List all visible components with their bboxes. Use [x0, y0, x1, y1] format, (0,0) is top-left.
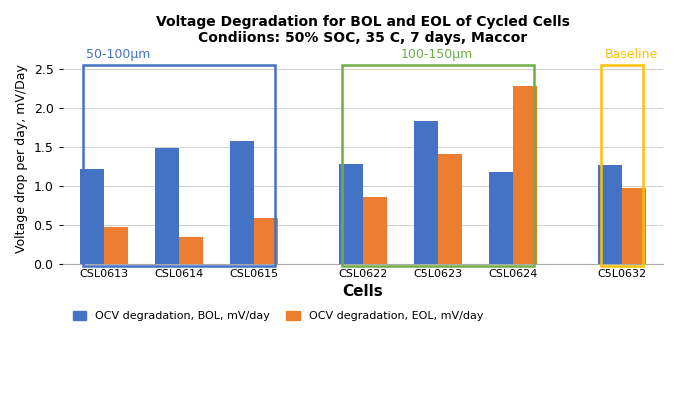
Bar [438, 154, 462, 264]
Bar [363, 197, 387, 264]
Text: 100-150μm: 100-150μm [401, 48, 473, 61]
Bar [179, 236, 203, 264]
Bar [414, 121, 438, 264]
Title: Voltage Degradation for BOL and EOL of Cycled Cells
Condiions: 50% SOC, 35 C, 7 : Voltage Degradation for BOL and EOL of C… [156, 15, 570, 45]
Bar [339, 164, 363, 264]
Bar [254, 218, 278, 264]
Legend: OCV degradation, BOL, mV/day, OCV degradation, EOL, mV/day: OCV degradation, BOL, mV/day, OCV degrad… [68, 307, 488, 326]
Text: 50-100μm: 50-100μm [86, 48, 151, 61]
Bar [230, 140, 254, 264]
Bar [155, 148, 179, 264]
Bar [104, 227, 128, 264]
Bar [622, 188, 646, 264]
X-axis label: Cells: Cells [343, 284, 384, 300]
Bar [80, 169, 104, 264]
Bar [489, 172, 513, 264]
Bar [513, 86, 537, 264]
Text: Baseline: Baseline [605, 48, 658, 61]
Bar [598, 165, 622, 264]
Y-axis label: Voltage drop per day, mV/Day: Voltage drop per day, mV/Day [15, 64, 28, 253]
